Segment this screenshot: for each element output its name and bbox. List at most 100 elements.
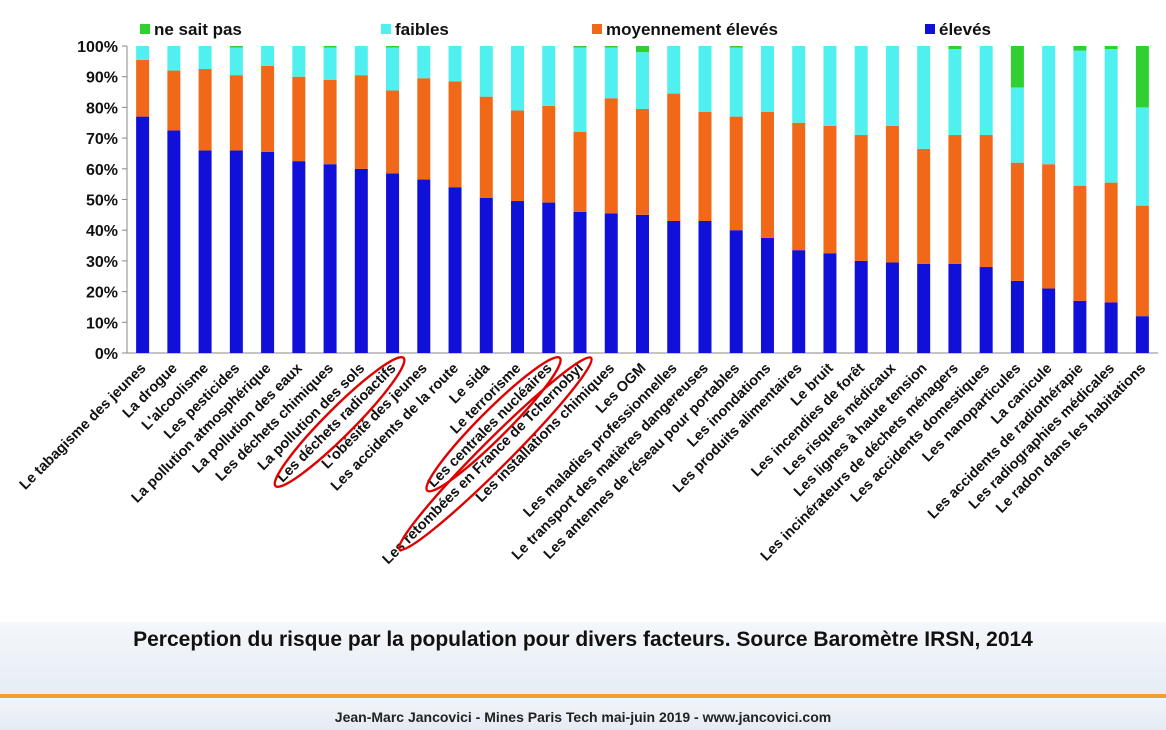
bar-segment-faibles (667, 46, 681, 94)
y-tick-label: 70% (86, 131, 118, 148)
bar-segment-moyennement-eleves (198, 69, 212, 151)
bar-segment-moyennement-eleves (1042, 164, 1056, 289)
bar-segment-faibles (948, 49, 962, 136)
bar-segment-eleves (667, 220, 681, 353)
bar-segment-eleves (511, 201, 525, 353)
bar-segment-moyennement-eleves (667, 93, 681, 221)
bar-segment-moyennement-eleves (792, 122, 806, 251)
y-tick-label: 80% (86, 100, 118, 117)
bar-segment-faibles (542, 46, 556, 106)
bar-segment-faibles (792, 46, 806, 123)
bar-segment-moyennement-eleves (261, 65, 275, 152)
bar-segment-faibles (198, 46, 212, 70)
bar-segment-faibles (604, 47, 618, 99)
bar-segment-faibles (479, 46, 493, 97)
bar-segment-eleves (823, 253, 837, 353)
bar-segment-faibles (417, 46, 431, 79)
bar-segment-moyennement-eleves (511, 110, 525, 202)
bar-segment-eleves (854, 260, 868, 353)
legend-swatch-moyennement-eleves (592, 24, 602, 34)
bar-segment-faibles (917, 46, 931, 149)
bar-segment-ne-sait-pas (1010, 46, 1024, 88)
bar-segment-eleves (948, 263, 962, 353)
bar-segment-moyennement-eleves (167, 70, 181, 131)
y-tick-label: 50% (86, 193, 118, 210)
chart-caption: Perception du risque par la population p… (133, 628, 1033, 651)
bar-segment-faibles (1042, 46, 1056, 165)
bar-segment-ne-sait-pas (323, 46, 337, 48)
bar-segment-faibles (1104, 49, 1118, 183)
bar-segment-eleves (167, 130, 181, 353)
bar-segment-moyennement-eleves (760, 112, 774, 238)
bar-segment-eleves (698, 220, 712, 353)
category-label: Le tabagisme des jeunes (17, 361, 150, 494)
bar-segment-faibles (760, 46, 774, 113)
bar-segment-eleves (229, 150, 243, 353)
bar-segment-eleves (261, 151, 275, 353)
y-tick-label: 0% (95, 346, 118, 363)
bar-segment-faibles (1135, 107, 1149, 206)
bar-segment-eleves (1010, 280, 1024, 353)
legend-label-faibles: faibles (395, 20, 449, 39)
bar-segment-eleves (636, 214, 649, 353)
bar-segment-moyennement-eleves (729, 116, 743, 231)
highlight-ellipse (397, 356, 593, 552)
bar-segment-faibles (979, 46, 993, 136)
bar-segment-eleves (760, 237, 774, 353)
bar-segment-faibles (167, 46, 181, 71)
y-tick-label: 30% (86, 254, 118, 271)
bar-segment-faibles (292, 46, 306, 77)
caption-band (0, 622, 1166, 694)
bar-segment-eleves (479, 197, 493, 353)
bar-segment-faibles (636, 52, 649, 109)
bar-segment-faibles (448, 46, 462, 82)
bar-segment-faibles (573, 47, 587, 132)
y-tick-label: 90% (86, 70, 118, 87)
chart-area: 0% 10% 20% 30% 40% 50% 60% 70% 80% 90% 100% Le taba… (0, 20, 1166, 623)
bar-segment-eleves (542, 202, 556, 353)
y-tick-label: 100% (77, 39, 118, 56)
bar-segment-moyennement-eleves (636, 108, 649, 215)
bar-segment-faibles (729, 47, 743, 117)
bar-segment-eleves (354, 168, 368, 353)
bar-segment-moyennement-eleves (823, 125, 837, 254)
bar-segment-moyennement-eleves (885, 125, 899, 263)
bar-segment-eleves (917, 263, 931, 353)
bar-segment-moyennement-eleves (979, 135, 993, 268)
bar-segment-moyennement-eleves (1010, 162, 1024, 281)
bar-segment-eleves (136, 116, 150, 353)
bar-segment-ne-sait-pas (948, 46, 962, 50)
bar-segment-moyennement-eleves (323, 79, 337, 165)
bar-segment-eleves (323, 164, 337, 353)
bar-segment-eleves (729, 230, 743, 353)
bar-segment-moyennement-eleves (1073, 185, 1087, 301)
bar-segment-moyennement-eleves (136, 59, 150, 117)
bar-segment-moyennement-eleves (948, 135, 962, 264)
bar-segment-faibles (885, 46, 899, 126)
bar-segment-eleves (885, 262, 899, 353)
bar-segment-eleves (1104, 302, 1118, 353)
bar-segment-ne-sait-pas (604, 46, 618, 48)
bar-segment-eleves (417, 179, 431, 353)
bar-segment-faibles (323, 47, 337, 80)
y-tick-label: 20% (86, 285, 118, 302)
bar-segment-faibles (1073, 50, 1087, 186)
bar-segment-faibles (1010, 87, 1024, 163)
bar-segment-eleves (1135, 316, 1149, 353)
bar-segment-moyennement-eleves (1135, 205, 1149, 317)
bar-segment-faibles (511, 46, 525, 111)
bar-segment-eleves (292, 161, 306, 353)
bar-segment-moyennement-eleves (354, 75, 368, 169)
legend-label-moyennement-eleves: moyennement élevés (606, 20, 778, 39)
bar-segment-moyennement-eleves (917, 148, 931, 264)
stacked-bar-chart: 0% 10% 20% 30% 40% 50% 60% 70% 80% 90% 100% Le taba… (17, 20, 1158, 568)
bar-segment-eleves (573, 211, 587, 353)
bar-segment-ne-sait-pas (1104, 46, 1118, 50)
bar-segment-faibles (136, 46, 150, 60)
footer-divider (0, 694, 1166, 698)
bar-segment-faibles (386, 47, 400, 91)
bar-segment-eleves (604, 213, 618, 353)
y-tick-label: 60% (86, 162, 118, 179)
bar-segment-eleves (448, 187, 462, 353)
highlight-ellipse (425, 355, 562, 493)
